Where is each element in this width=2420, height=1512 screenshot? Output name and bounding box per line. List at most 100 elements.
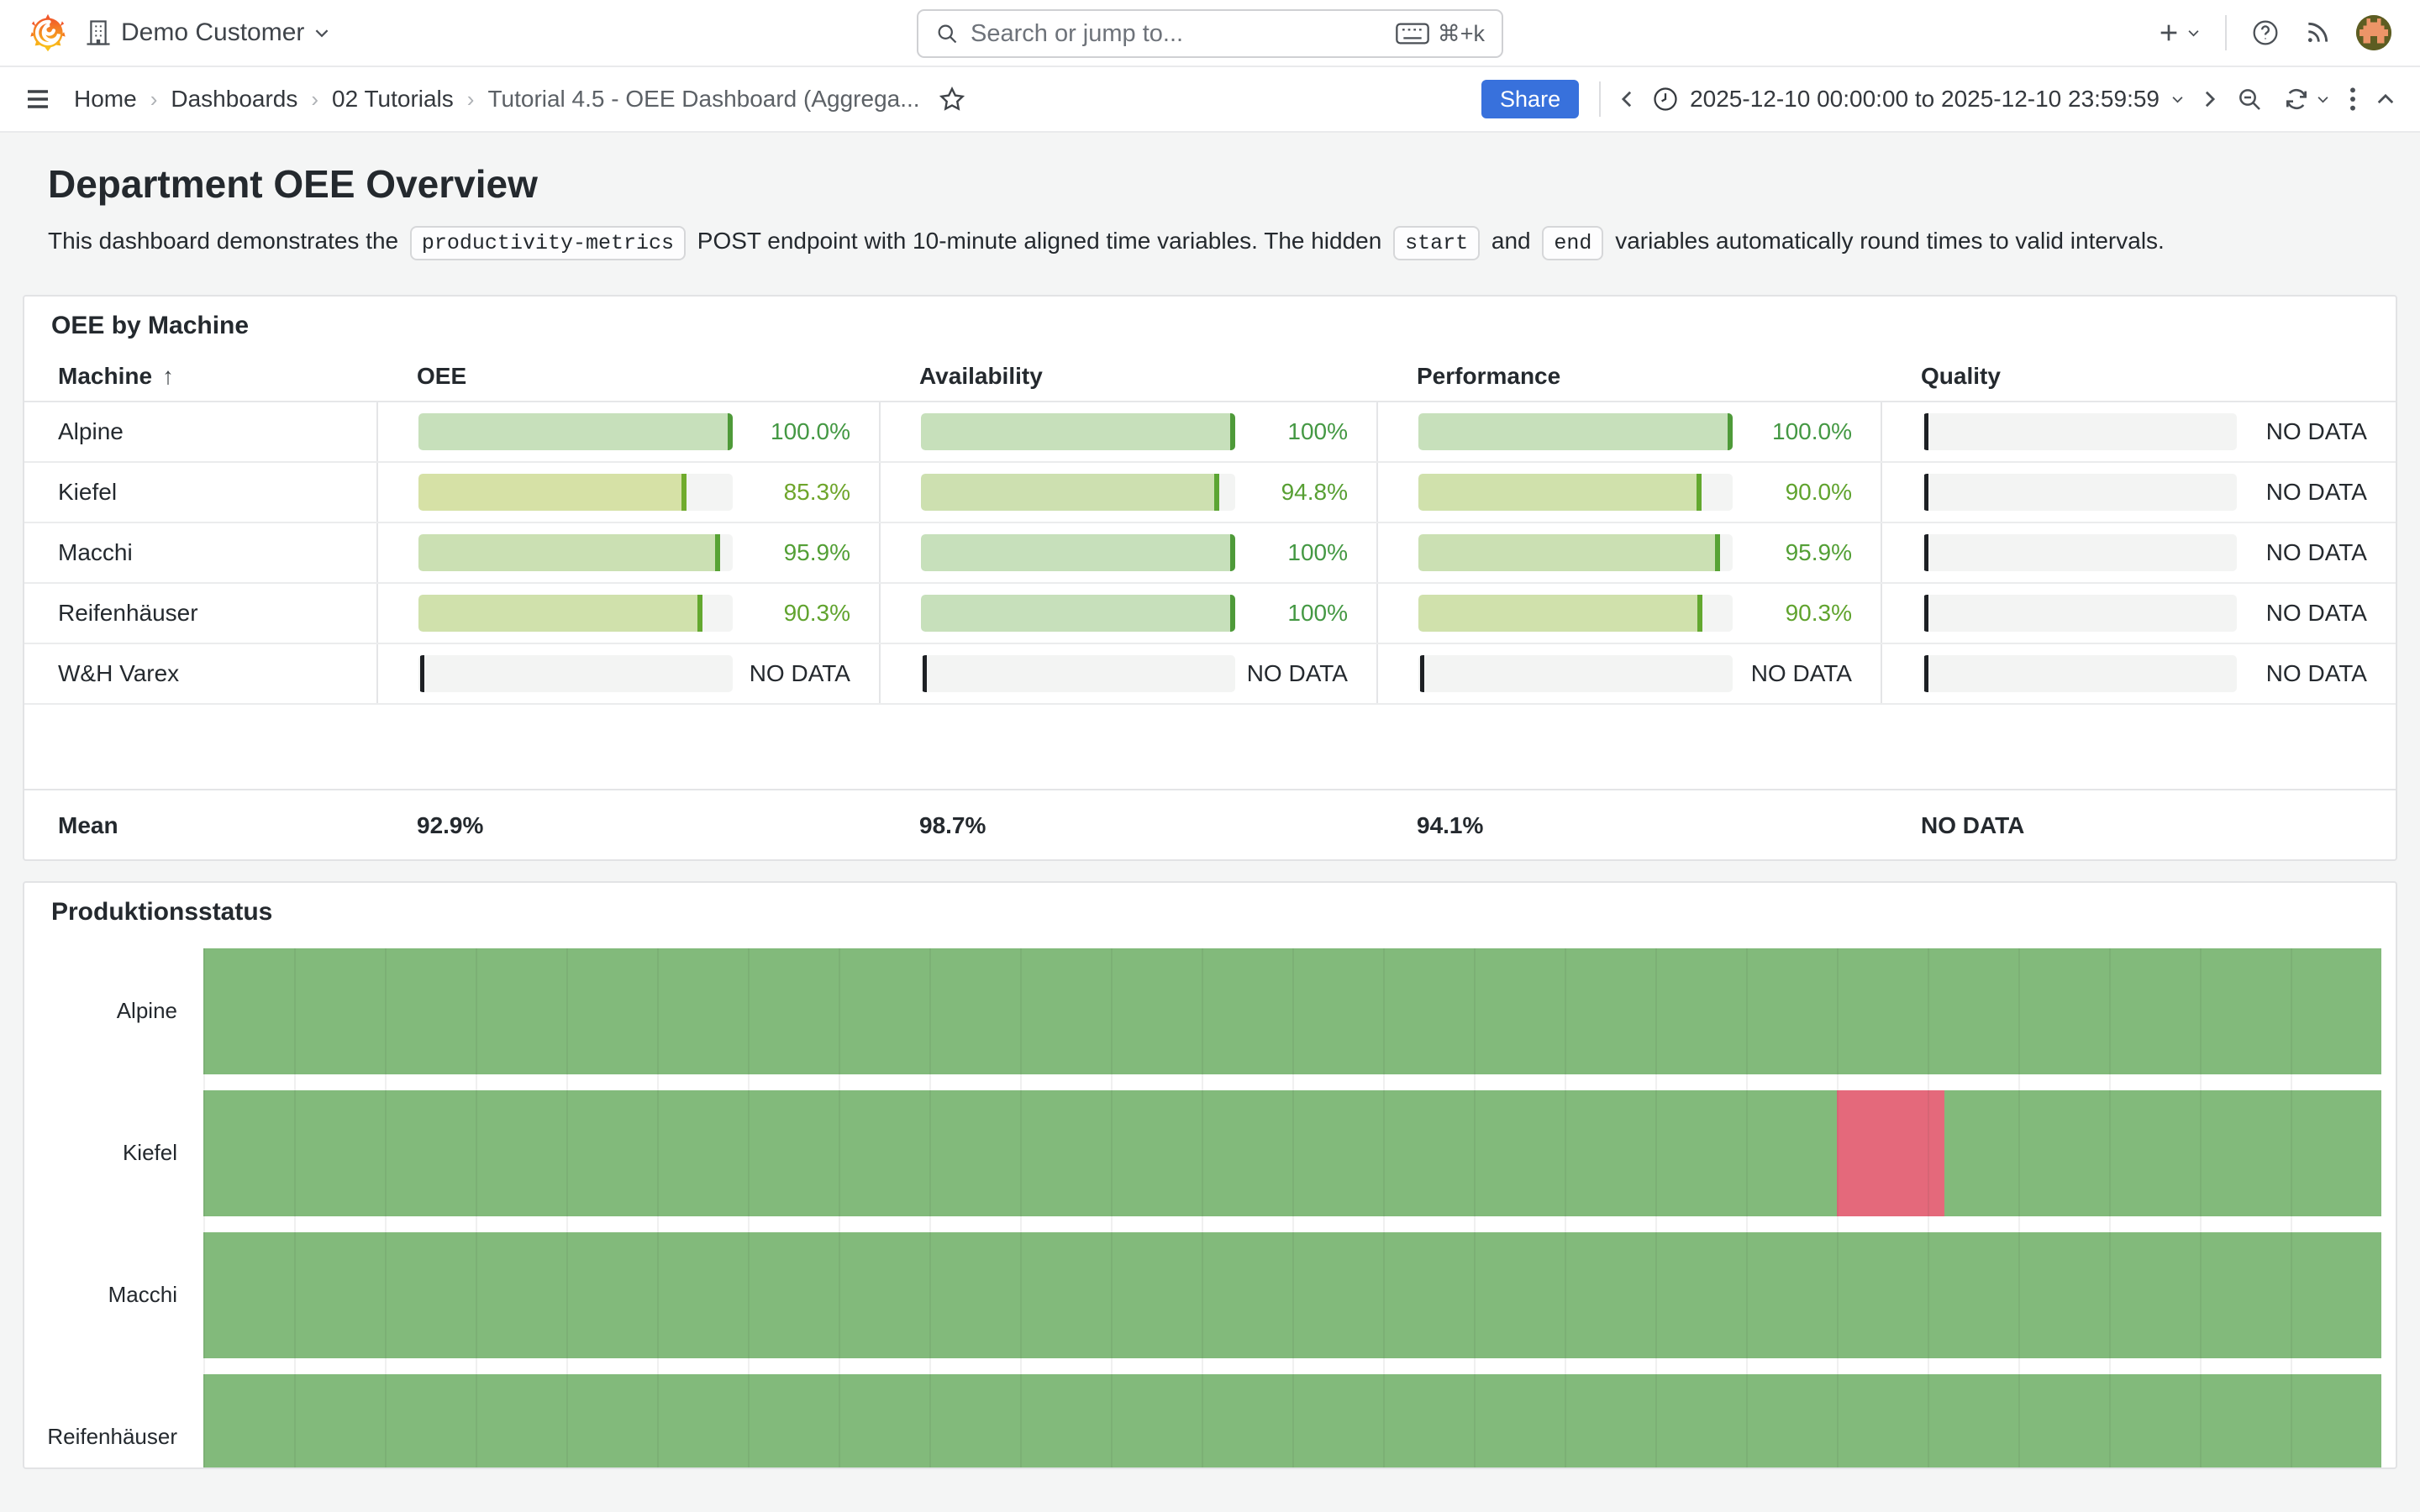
- availability-cell: 100%: [879, 583, 1376, 643]
- search-icon: [935, 22, 959, 45]
- column-header-performance[interactable]: Performance: [1417, 362, 1561, 389]
- machine-name: Kiefel: [58, 478, 118, 505]
- description-text: This dashboard demonstrates the: [48, 228, 405, 254]
- zoom-out-icon: [2236, 86, 2263, 113]
- no-data-value: NO DATA: [2265, 417, 2367, 444]
- no-data-value: NO DATA: [1246, 659, 1348, 686]
- collapse-toolbar-button[interactable]: [2376, 93, 2395, 105]
- metric-value: 90.0%: [1785, 478, 1852, 505]
- bar-gauge: [921, 594, 1235, 632]
- oee-cell: 100.0%: [376, 402, 879, 461]
- time-range-forward-button[interactable]: [2204, 90, 2216, 108]
- bar-gauge-fill: [921, 473, 1219, 511]
- bar-gauge-fill: [418, 412, 733, 450]
- no-data-value: NO DATA: [2265, 659, 2367, 686]
- machine-name: Alpine: [58, 417, 124, 444]
- panel-oee-by-machine: OEE by Machine Machine ↑ OEE Availability Pe…: [23, 294, 2397, 861]
- dashboard-menu-button[interactable]: [2349, 86, 2356, 113]
- inline-code-productivity-metrics: productivity-metrics: [409, 226, 686, 260]
- performance-cell: 90.0%: [1376, 462, 1881, 522]
- building-icon: [86, 19, 111, 46]
- no-data-marker: [1924, 654, 1928, 692]
- page-title: Department OEE Overview: [48, 162, 538, 206]
- quality-cell: NO DATA: [1881, 643, 2396, 703]
- breadcrumb-separator: ›: [311, 86, 319, 112]
- no-data-value: NO DATA: [749, 659, 850, 686]
- no-data-value: NO DATA: [2265, 478, 2367, 505]
- time-range-text: 2025-12-10 00:00:00 to 2025-12-10 23:59:…: [1690, 86, 2160, 112]
- plus-icon: [2157, 21, 2181, 45]
- time-range-zoom-out-button[interactable]: [2236, 86, 2263, 113]
- grafana-logo-icon[interactable]: [29, 13, 67, 52]
- inline-code-start: start: [1393, 226, 1481, 260]
- share-button[interactable]: Share: [1481, 80, 1580, 118]
- availability-cell: 100%: [879, 402, 1376, 461]
- table-row: Macchi 95.9% 100% 95.9% NO DATA: [24, 522, 2396, 584]
- search-shortcut: ⌘+k: [1437, 20, 1485, 46]
- timeline-row-label: Macchi: [108, 1282, 177, 1307]
- column-header-machine[interactable]: Machine ↑: [58, 362, 175, 389]
- chevron-up-icon: [2376, 93, 2395, 105]
- no-data-marker: [420, 654, 424, 692]
- search-box[interactable]: ⌘+k: [917, 9, 1503, 58]
- chevron-down-icon: [2171, 96, 2184, 103]
- time-range-picker[interactable]: 2025-12-10 00:00:00 to 2025-12-10 23:59:…: [1653, 86, 2184, 113]
- bar-gauge: [418, 594, 733, 632]
- breadcrumb-current-dashboard: Tutorial 4.5 - OEE Dashboard (Aggrega...: [487, 86, 920, 112]
- chevron-down-icon: [2187, 29, 2200, 37]
- news-button[interactable]: [2304, 19, 2331, 46]
- help-button[interactable]: [2252, 19, 2279, 46]
- no-data-marker: [1924, 473, 1928, 511]
- bar-gauge: [1923, 412, 2237, 450]
- state-segment-running: [203, 1089, 1837, 1216]
- table-empty-space: [24, 705, 2396, 789]
- metric-value: 100.0%: [1772, 417, 1852, 444]
- performance-cell: 95.9%: [1376, 522, 1881, 582]
- search-input[interactable]: [971, 19, 1384, 48]
- bar-gauge: [921, 533, 1235, 571]
- breadcrumb-dashboards[interactable]: Dashboards: [171, 86, 298, 112]
- divider: [1599, 81, 1602, 117]
- new-button[interactable]: [2157, 21, 2200, 45]
- table-row: Reifenhäuser 90.3% 100% 90.3% NO DATA: [24, 583, 2396, 644]
- state-segment-stopped: [1837, 1089, 1945, 1216]
- menu-button[interactable]: [25, 89, 50, 109]
- user-avatar[interactable]: [2356, 15, 2391, 50]
- bar-gauge: [418, 473, 733, 511]
- bar-gauge: [1923, 654, 2237, 692]
- metric-value: 90.3%: [1785, 599, 1852, 626]
- description-text: variables automatically round times to v…: [1608, 228, 2165, 254]
- top-navigation: Demo Customer ⌘+k: [0, 0, 2420, 67]
- breadcrumb: Home › Dashboards › 02 Tutorials › Tutor…: [74, 86, 920, 113]
- breadcrumb-separator: ›: [466, 86, 475, 112]
- breadcrumb-folder[interactable]: 02 Tutorials: [332, 86, 454, 112]
- oee-cell: 90.3%: [376, 583, 879, 643]
- org-switcher[interactable]: Demo Customer: [86, 18, 329, 47]
- favorite-button[interactable]: [939, 86, 965, 113]
- metric-value: 85.3%: [783, 478, 850, 505]
- state-timeline-band: [203, 1231, 2381, 1358]
- column-header-availability[interactable]: Availability: [919, 362, 1043, 389]
- metric-value: 100%: [1287, 599, 1348, 626]
- table-row: Kiefel 85.3% 94.8% 90.0% NO DATA: [24, 462, 2396, 523]
- mean-oee: 92.9%: [417, 811, 484, 838]
- help-icon: [2252, 19, 2279, 46]
- dashboard-toolbar: Home › Dashboards › 02 Tutorials › Tutor…: [0, 67, 2420, 133]
- dashboard-description: This dashboard demonstrates the producti…: [48, 223, 2397, 260]
- table-row: W&H Varex NO DATA NO DATA NO DATA NO DATA: [24, 643, 2396, 705]
- metric-value: 94.8%: [1281, 478, 1348, 505]
- refresh-button[interactable]: [2283, 86, 2329, 113]
- bar-gauge: [418, 412, 733, 450]
- table-row: Alpine 100.0% 100% 100.0% NO DATA: [24, 402, 2396, 463]
- time-range-back-button[interactable]: [1621, 90, 1633, 108]
- column-header-quality[interactable]: Quality: [1921, 362, 2001, 389]
- no-data-marker: [1924, 594, 1928, 632]
- timeline-row: Macchi: [24, 1231, 2381, 1358]
- breadcrumb-home[interactable]: Home: [74, 86, 137, 112]
- divider: [2225, 15, 2227, 50]
- inline-code-end: end: [1542, 226, 1604, 260]
- clock-icon: [1653, 87, 1678, 112]
- table-body: Alpine 100.0% 100% 100.0% NO DATA Kiefel 85.3%…: [24, 402, 2396, 705]
- column-header-oee[interactable]: OEE: [417, 362, 467, 389]
- panel-produktionsstatus: Produktionsstatus Alpine Kiefel Macchi Reif…: [23, 880, 2397, 1469]
